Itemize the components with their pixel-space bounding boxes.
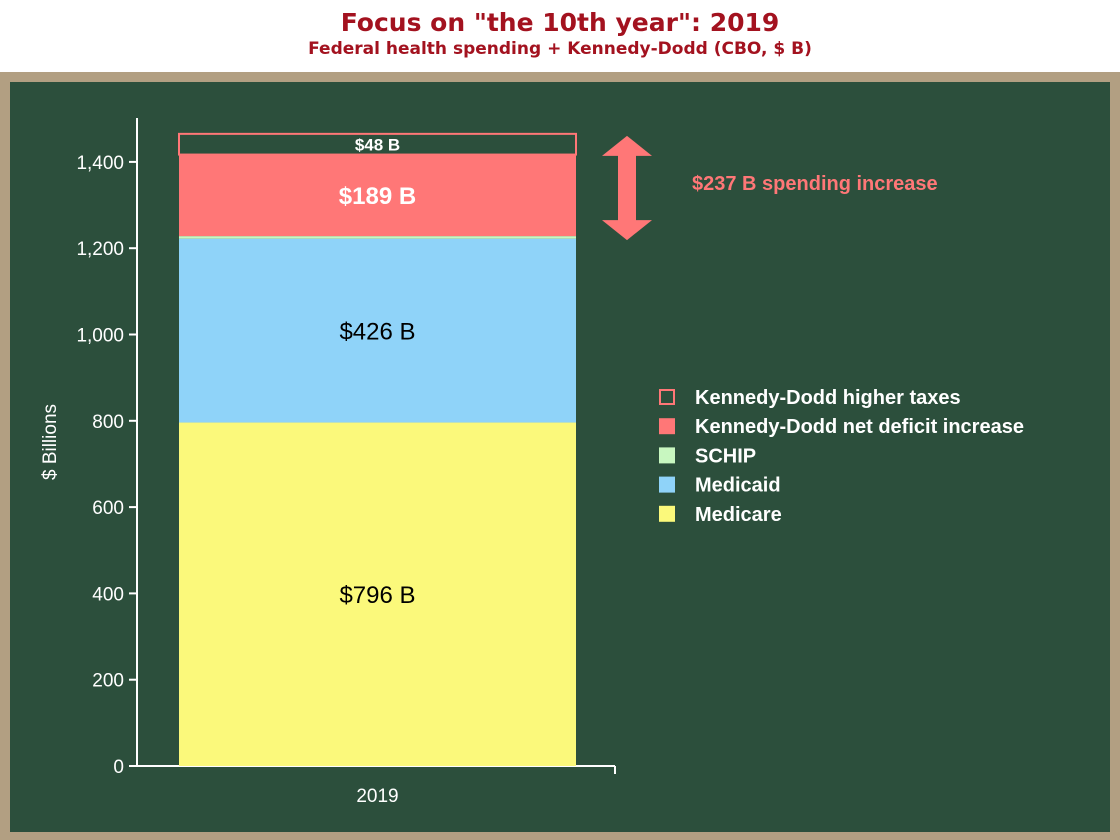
data-label-medicaid: $426 B xyxy=(339,318,415,345)
bar-segment-kennedy-dodd-higher-taxes xyxy=(178,132,577,156)
data-label-medicare: $796 B xyxy=(339,582,415,609)
legend-swatch-medicare xyxy=(659,505,675,522)
legend-swatch-kennedy-dodd-higher-taxes xyxy=(659,389,675,405)
y-axis-title: $ Billions xyxy=(40,404,61,480)
x-tick-label: 2019 xyxy=(356,786,398,807)
legend-swatch-schip xyxy=(659,447,675,464)
legend-swatch-kennedy-dodd-net-deficit-increase xyxy=(659,418,675,435)
y-tick-label: 200 xyxy=(92,671,124,692)
legend-label-medicare: Medicare xyxy=(695,504,782,526)
spending-increase-arrow xyxy=(602,135,652,241)
y-tick-label: 0 xyxy=(113,757,124,778)
chart-title: Focus on "the 10th year": 2019 xyxy=(340,8,780,37)
chart-subtitle: Federal health spending + Kennedy-Dodd (… xyxy=(308,39,812,59)
legend-label-kennedy-dodd-net-deficit-increase: Kennedy-Dodd net deficit increase xyxy=(695,416,1024,438)
data-label-kennedy-dodd-higher-taxes: $48 B xyxy=(355,135,400,154)
legend-label-kennedy-dodd-higher-taxes: Kennedy-Dodd higher taxes xyxy=(695,387,961,409)
annotation-label: $237 B spending increase xyxy=(692,173,938,195)
bar-segment-kennedy-dodd-net-deficit-increase xyxy=(179,154,576,237)
title-block: Focus on "the 10th year": 2019 Federal h… xyxy=(0,0,1120,72)
bar-segment-medicare xyxy=(179,422,576,766)
bar-segment-medicaid xyxy=(179,238,576,423)
legend-swatch-medicaid xyxy=(659,476,675,493)
data-label-kennedy-dodd-net-deficit-increase: $189 B xyxy=(339,183,416,210)
y-tick-label: 1,200 xyxy=(76,239,124,260)
legend-label-schip: SCHIP xyxy=(695,445,756,467)
bar-segment-schip xyxy=(179,236,576,239)
y-tick-label: 800 xyxy=(92,412,124,433)
legend-label-medicaid: Medicaid xyxy=(695,475,781,497)
y-tick-label: 1,000 xyxy=(76,326,124,347)
y-tick-label: 600 xyxy=(92,498,124,519)
y-tick-label: 400 xyxy=(92,584,124,605)
y-tick-label: 1,400 xyxy=(76,153,124,174)
